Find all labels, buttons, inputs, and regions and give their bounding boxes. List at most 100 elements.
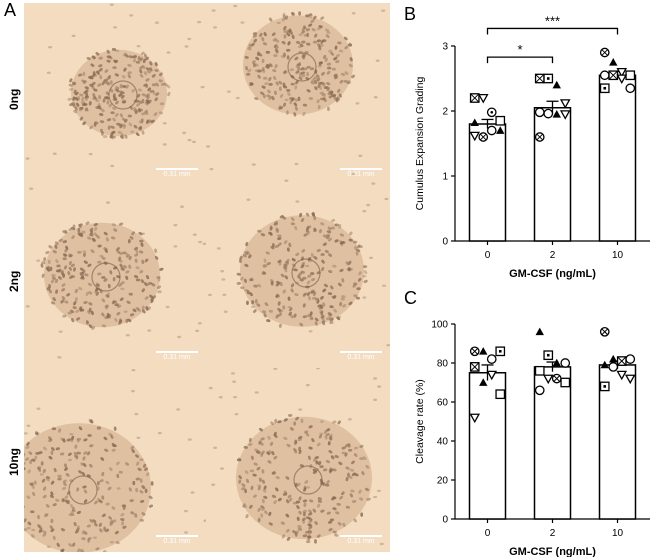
significance-bracket	[486, 27, 619, 35]
scale-bar-label: 0.31 mm	[347, 171, 375, 178]
row-label-0ng: 0ng	[7, 88, 21, 110]
cumulus-oocyte-complex	[207, 197, 390, 347]
y-tick-label: 100	[431, 320, 448, 331]
data-point-circ	[625, 83, 636, 94]
significance-bracket	[486, 56, 554, 64]
y-tick-label: 40	[437, 437, 449, 448]
data-point-sqdot	[599, 83, 610, 94]
y-tick-label: 80	[437, 359, 449, 370]
x-tick-label: 2	[550, 250, 556, 261]
x-tick-label: 10	[612, 528, 624, 539]
scale-bar-label: 0.31 mm	[163, 354, 191, 361]
data-point-tridn	[559, 99, 571, 109]
data-point-tridn	[559, 110, 571, 120]
x-tick-label: 0	[485, 528, 491, 539]
data-point-circ	[543, 108, 554, 119]
micrograph-tile: 0.31 mm	[206, 368, 390, 552]
data-point-sqx	[616, 356, 627, 366]
data-point-sqx	[608, 70, 619, 81]
data-point-circ	[486, 354, 497, 364]
data-point-sqx	[469, 93, 480, 103]
data-point-tridn	[624, 374, 636, 385]
scale-bar: 0.31 mm	[340, 168, 382, 178]
data-point-tri	[535, 327, 544, 336]
data-point-tri	[609, 354, 618, 363]
micrograph-tile: 0.31 mm	[24, 368, 206, 552]
y-axis-label: Cleavage rate (%)	[414, 379, 426, 464]
data-point-circ	[486, 125, 497, 136]
cumulus-oocyte-complex	[25, 187, 206, 359]
data-point-tridn	[469, 413, 481, 424]
data-point-tri	[552, 110, 561, 118]
data-point-circ	[608, 362, 619, 372]
data-point-circx	[599, 326, 610, 337]
data-point-tridn	[477, 93, 489, 104]
data-point-sq	[625, 70, 636, 81]
data-point-sqx	[534, 73, 545, 84]
data-point-sqdot	[543, 350, 554, 361]
data-point-tri	[496, 126, 505, 134]
y-tick-label: 20	[437, 476, 449, 487]
data-point-circx	[478, 132, 489, 142]
micrograph-tile: 0.31 mm	[206, 185, 390, 368]
x-axis-label: GM-CSF (ng/mL)	[509, 546, 596, 557]
data-point-tri	[479, 378, 488, 386]
y-tick-label: 2	[442, 107, 448, 118]
scale-bar: 0.31 mm	[340, 351, 382, 361]
cumulus-oocyte-complex	[24, 368, 206, 552]
data-point-circ	[560, 358, 571, 368]
panel-a-letter: A	[4, 0, 17, 20]
data-point-tri	[470, 118, 479, 127]
data-point-circx	[551, 373, 562, 384]
y-tick-label: 60	[437, 398, 449, 409]
cumulus-oocyte-complex	[206, 4, 386, 185]
data-point-circx	[599, 47, 610, 58]
scale-bar: 0.31 mm	[156, 168, 198, 178]
panel-letter-b: B	[404, 4, 416, 24]
x-tick-label: 0	[485, 250, 491, 261]
data-point-sq	[495, 389, 506, 400]
cumulus-oocyte-complex	[25, 3, 205, 168]
data-point-tridn	[469, 131, 481, 142]
data-point-circ	[534, 107, 545, 118]
bar-2	[533, 107, 572, 242]
y-tick-label: 1	[442, 172, 448, 183]
data-point-circx	[534, 132, 545, 142]
data-point-tri	[552, 358, 561, 367]
data-point-circ	[599, 70, 610, 81]
significance-label: ***	[545, 13, 560, 28]
data-point-sq	[560, 377, 571, 388]
x-tick-label: 2	[550, 528, 556, 539]
data-point-tridn	[616, 74, 628, 85]
data-point-circdot	[486, 107, 497, 118]
data-point-tridn	[616, 67, 628, 78]
y-tick-label: 3	[442, 42, 448, 53]
cumulus-oocyte-complex	[208, 368, 384, 546]
scale-bar-label: 0.31 mm	[163, 538, 191, 545]
scale-bar-label: 0.31 mm	[347, 538, 375, 545]
micrograph-tile: 0.31 mm	[24, 3, 206, 185]
data-point-sq	[495, 115, 506, 126]
bar-0	[468, 123, 507, 242]
scale-bar: 0.31 mm	[156, 535, 198, 545]
significance-label: *	[517, 42, 522, 57]
data-point-tri	[609, 58, 618, 66]
scale-bar-label: 0.31 mm	[347, 354, 375, 361]
chart-cleavage-rate: C 0 20 40 60 80 100 Cleavage rate (%) 0 2 10 GM-CSF…	[404, 288, 650, 557]
x-tick-label: 10	[612, 250, 624, 261]
data-point-circ	[625, 354, 636, 364]
row-label-2ng: 2ng	[7, 270, 21, 292]
data-point-sq	[534, 365, 545, 376]
data-point-tri	[479, 347, 488, 355]
y-tick-label: 0	[442, 515, 448, 526]
row-label-10ng: 10ng	[7, 447, 21, 476]
data-point-circ	[534, 385, 545, 396]
data-point-tridn	[486, 370, 498, 381]
data-point-sqx	[469, 362, 480, 372]
panel-letter-c: C	[404, 288, 417, 308]
scale-bar: 0.31 mm	[340, 535, 382, 545]
data-point-tridn	[542, 374, 554, 385]
data-point-circx	[469, 346, 480, 357]
data-point-tri	[552, 80, 561, 89]
y-axis-label: Cumulus Expansion Grading	[414, 77, 426, 211]
